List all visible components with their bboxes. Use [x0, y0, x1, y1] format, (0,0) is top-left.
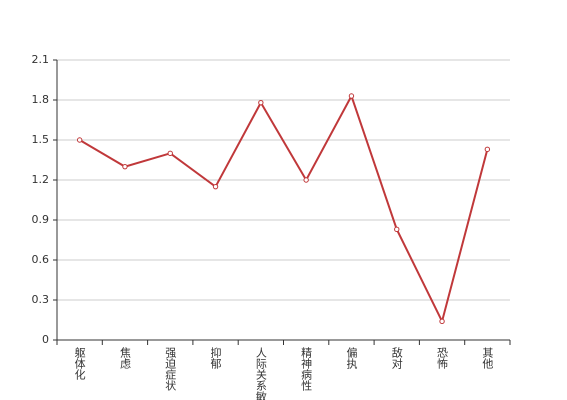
point: [167, 150, 173, 157]
point: [303, 177, 309, 183]
x-tick-label: 其他: [481, 347, 494, 369]
point: [394, 226, 400, 233]
y-tick-label: 1.2: [32, 173, 50, 186]
point: [122, 163, 128, 170]
y-tick-label: 1.8: [32, 93, 50, 106]
point: [348, 93, 355, 99]
point: [212, 183, 219, 190]
x-tick-label: 躯体化: [73, 347, 86, 381]
line: [79, 93, 489, 325]
point: [484, 146, 491, 153]
x-tick-label: 精神病性: [300, 347, 313, 392]
y-tick-label: 0.6: [32, 253, 50, 266]
y-tick-label: 0.9: [32, 213, 50, 226]
point: [439, 318, 445, 325]
point: [76, 137, 83, 143]
x-tick-label: 偏执: [345, 346, 358, 370]
x-tick-label: 强迫症状: [164, 347, 177, 391]
point: [258, 99, 264, 106]
y-tick-label: 0.3: [32, 293, 50, 306]
y-tick-label: 1.5: [32, 133, 50, 146]
x-tick-label: 抑郁: [209, 346, 222, 369]
x-tick-label: 敌对: [390, 346, 403, 369]
x-tick-label: 恐怖: [436, 347, 449, 369]
x-tick-label: 人际关系敏感: [254, 347, 267, 400]
y-tick-label: 0: [42, 333, 49, 346]
y-tick-label: 2.1: [32, 53, 50, 66]
x-tick-label: 焦虑: [118, 347, 131, 369]
